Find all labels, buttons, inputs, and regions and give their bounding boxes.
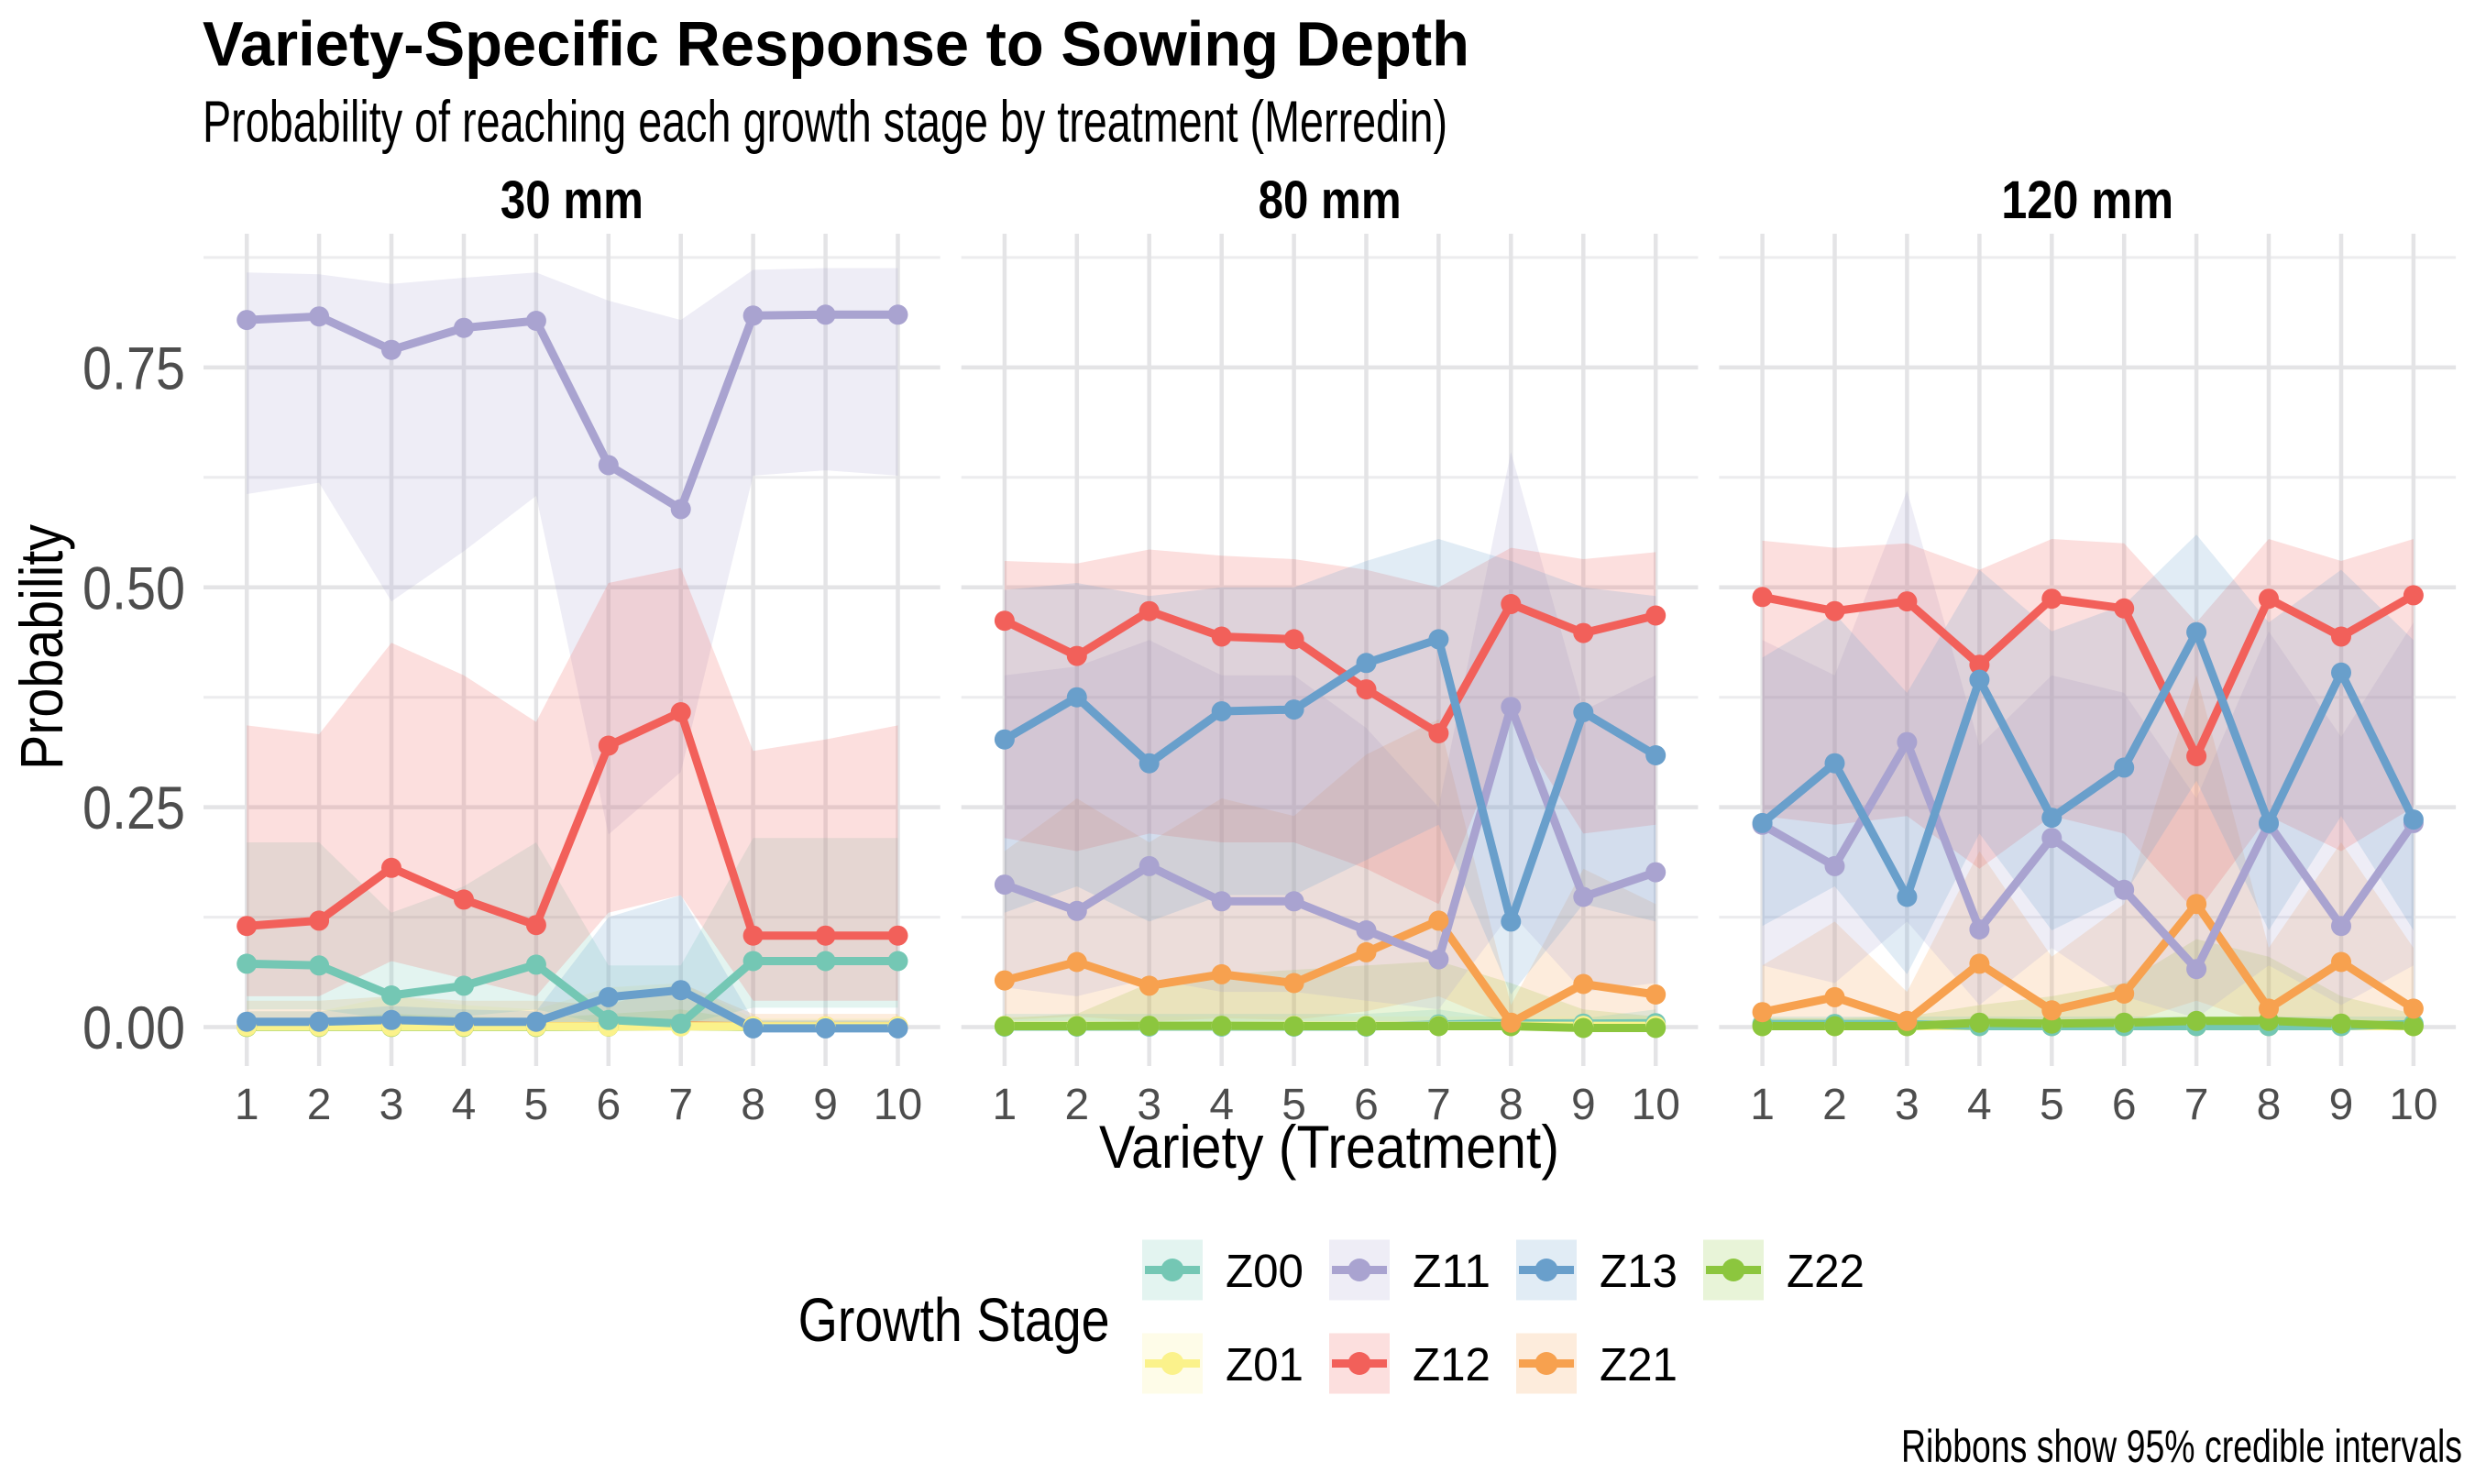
svg-text:Growth Stage: Growth Stage [798, 1286, 1110, 1355]
svg-text:Z22: Z22 [1787, 1245, 1864, 1297]
svg-text:7: 7 [2184, 1081, 2209, 1129]
svg-text:Variety (Treatment): Variety (Treatment) [1099, 1113, 1559, 1181]
svg-text:80 mm: 80 mm [1259, 170, 1402, 230]
svg-text:2: 2 [307, 1081, 332, 1129]
svg-text:9: 9 [2329, 1081, 2354, 1129]
svg-text:10: 10 [874, 1081, 922, 1129]
svg-text:5: 5 [2040, 1081, 2064, 1129]
svg-text:6: 6 [596, 1081, 621, 1129]
svg-text:8: 8 [741, 1081, 765, 1129]
svg-text:0.00: 0.00 [82, 994, 185, 1061]
svg-text:9: 9 [813, 1081, 838, 1129]
svg-text:3: 3 [380, 1081, 404, 1129]
svg-text:5: 5 [1282, 1081, 1306, 1129]
svg-text:10: 10 [1632, 1081, 1680, 1129]
svg-text:Ribbons show 95% credible inte: Ribbons show 95% credible intervals [1901, 1421, 2462, 1472]
svg-text:6: 6 [1354, 1081, 1379, 1129]
svg-text:6: 6 [2112, 1081, 2137, 1129]
svg-text:Probability: Probability [8, 524, 76, 770]
svg-text:0.25: 0.25 [82, 774, 185, 841]
svg-text:7: 7 [1426, 1081, 1451, 1129]
svg-text:4: 4 [1209, 1081, 1234, 1129]
svg-text:4: 4 [452, 1081, 477, 1129]
svg-text:9: 9 [1571, 1081, 1596, 1129]
svg-text:0.75: 0.75 [82, 335, 185, 402]
svg-text:Z13: Z13 [1600, 1245, 1678, 1297]
svg-text:3: 3 [1895, 1081, 1920, 1129]
svg-text:120 mm: 120 mm [2001, 170, 2173, 230]
svg-text:1: 1 [993, 1081, 1018, 1129]
svg-text:2: 2 [1822, 1081, 1847, 1129]
svg-text:Z11: Z11 [1413, 1245, 1490, 1297]
svg-text:3: 3 [1137, 1081, 1161, 1129]
svg-text:4: 4 [1967, 1081, 1992, 1129]
svg-text:Z21: Z21 [1600, 1338, 1678, 1391]
svg-text:5: 5 [524, 1081, 549, 1129]
svg-text:Z12: Z12 [1413, 1338, 1490, 1391]
svg-text:Probability of reaching each g: Probability of reaching each growth stag… [203, 89, 1447, 155]
svg-text:30 mm: 30 mm [500, 170, 644, 230]
svg-text:Variety-Specific Response to S: Variety-Specific Response to Sowing Dept… [203, 9, 1469, 80]
svg-text:10: 10 [2389, 1081, 2437, 1129]
svg-text:8: 8 [2257, 1081, 2282, 1129]
svg-text:Z01: Z01 [1226, 1338, 1304, 1391]
svg-text:Z00: Z00 [1226, 1245, 1304, 1297]
svg-text:1: 1 [235, 1081, 259, 1129]
svg-text:2: 2 [1064, 1081, 1089, 1129]
svg-text:8: 8 [1499, 1081, 1524, 1129]
svg-text:7: 7 [668, 1081, 693, 1129]
svg-text:1: 1 [1750, 1081, 1775, 1129]
svg-text:0.50: 0.50 [82, 554, 185, 621]
